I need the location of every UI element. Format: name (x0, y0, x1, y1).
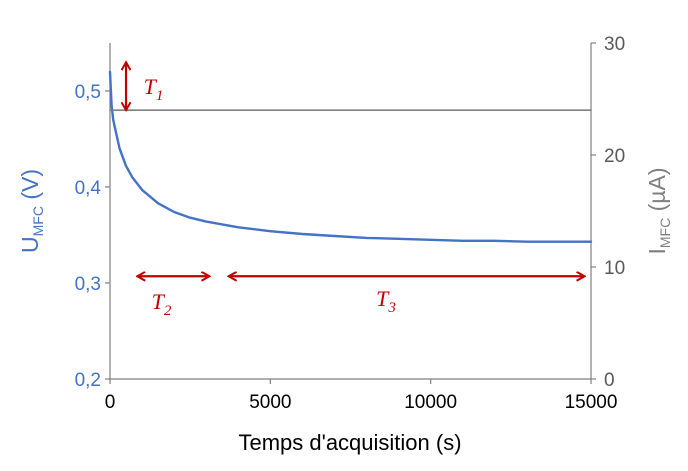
y-left-label-unit: (V) (17, 169, 43, 206)
y-axis-label-left: UMFC (V) (17, 169, 46, 253)
y-left-label-main: U (17, 236, 43, 253)
left-axis-ticks: 0,2 0,3 0,4 0,5 (75, 82, 110, 391)
right-axis-ticks: 0 10 20 30 (591, 34, 625, 391)
annotation-layer: T1 T2 T3 (126, 62, 585, 319)
y-left-tick-label: 0,3 (75, 274, 101, 295)
x-tick-label: 15000 (565, 392, 618, 413)
y-left-tick-label: 0,2 (75, 370, 101, 391)
x-tick-label: 10000 (404, 392, 457, 413)
x-axis-label: Temps d'acquisition (s) (238, 430, 461, 455)
y-right-tick-label: 10 (604, 258, 625, 279)
series-line-voltage (108, 70, 593, 243)
y-axis-label-right: IMFC (µA) (644, 167, 673, 254)
x-tick-label: 0 (105, 392, 116, 413)
x-tick-label: 5000 (249, 392, 291, 413)
series-layer (108, 70, 593, 243)
y-right-tick-label: 30 (604, 34, 625, 55)
y-right-tick-label: 20 (604, 146, 625, 167)
y-right-label-unit: (µA) (644, 167, 670, 217)
annotation-label-t3: T3 (376, 286, 396, 316)
y-left-label-sub: MFC (30, 206, 46, 236)
y-right-label-sub: MFC (657, 218, 673, 248)
y-right-tick-label: 0 (604, 370, 615, 391)
y-right-label-main: I (644, 248, 670, 254)
x-axis-ticks: 0 5000 10000 15000 (105, 379, 618, 413)
annotation-label-t1: T1 (144, 74, 164, 104)
y-left-tick-label: 0,5 (75, 82, 101, 103)
y-left-tick-label: 0,4 (75, 178, 102, 199)
annotation-label-t2: T2 (152, 289, 172, 319)
